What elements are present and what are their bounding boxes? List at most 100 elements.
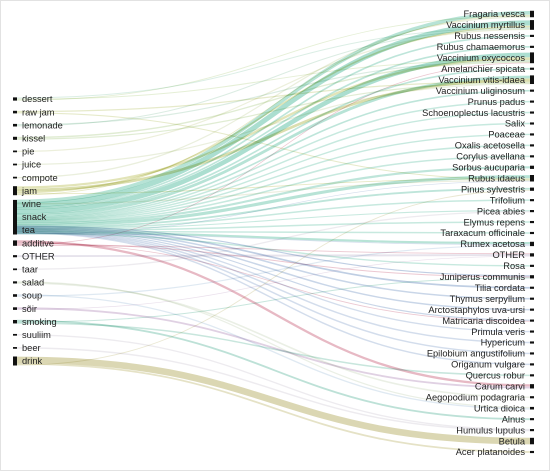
node-right-corylus-avellana — [530, 155, 534, 158]
label-right-thymus-serpyllum: Thymus serpyllum — [450, 294, 526, 304]
flow-raw-jam-to-idaeus — [16, 112, 531, 181]
label-left-suuliim: suuliim — [22, 330, 51, 340]
node-left-smoking — [13, 319, 17, 324]
node-right-vaccinium-myrtillus — [530, 20, 534, 30]
flow-taar-to-picea — [16, 211, 531, 270]
label-right-rumex-acetosa: Rumex acetosa — [460, 239, 525, 249]
label-right-vaccinium-uliginosum: Vaccinium uliginosum — [436, 86, 525, 96]
node-right-amelanchier-spicata — [530, 67, 534, 70]
label-left-salad: salad — [22, 278, 44, 288]
node-left-dessert — [13, 97, 17, 101]
flow-snack-to-chamaemorus — [16, 46, 531, 210]
label-right-rosa: Rosa — [503, 261, 526, 271]
label-left-additive: additive — [22, 238, 54, 248]
flow-drink-to-pinus — [16, 189, 531, 366]
flow-kissel-to-oxycoccos — [16, 61, 531, 139]
node-left-raw-jam — [13, 110, 17, 114]
label-right-rubus-nessensis: Rubus nessensis — [454, 31, 525, 41]
label-right-schoenoplectus-lacustris: Schoenoplectus lacustris — [422, 108, 525, 118]
node-left-tea — [13, 225, 17, 235]
flow-tea-to-hypericum — [16, 230, 531, 344]
label-left-raw-jam: raw jam — [22, 107, 55, 117]
flow-snack-to-prunus — [16, 100, 531, 220]
label-right-vaccinium-myrtillus: Vaccinium myrtillus — [446, 20, 525, 30]
flow-lemonade-to-myrtillus — [16, 28, 531, 127]
label-right-carum-carvi: Carum carvi — [475, 382, 525, 392]
node-right-vaccinium-vitis-idaea — [530, 75, 534, 85]
node-right-aegopodium-podagraria — [530, 396, 534, 399]
label-left-jam: jam — [21, 186, 37, 196]
node-right-poaceae — [530, 133, 534, 136]
label-left-taar: taar — [22, 265, 38, 275]
label-right-trifolium: Trifolium — [490, 195, 526, 205]
label-right-tilia-cordata: Tilia cordata — [475, 283, 526, 293]
label-right-amelanchier-spicata: Amelanchier spicata — [441, 64, 526, 74]
flow-compote-to-fragaria — [16, 16, 531, 179]
node-right-rubus-nessensis — [530, 34, 534, 37]
node-right-epilobium-angustifolium — [530, 352, 534, 355]
node-right-rumex-acetosa — [530, 241, 534, 247]
label-right-primula-veris: Primula veris — [471, 327, 525, 337]
label-left-other: OTHER — [22, 251, 55, 261]
node-right-elymus-repens — [530, 220, 534, 224]
label-left-kissel: kissel — [22, 134, 45, 144]
label-right-sorbus-aucuparia: Sorbus aucuparia — [452, 163, 526, 173]
label-right-vaccinium-vitis-idaea: Vaccinium vitis-idaea — [438, 75, 525, 85]
label-left-beer: beer — [22, 343, 41, 353]
label-right-other: OTHER — [492, 250, 525, 260]
node-right-tilia-cordata — [530, 286, 534, 289]
node-right-taraxacum-officinale — [530, 231, 534, 235]
label-right-salix: Salix — [505, 119, 526, 129]
flow-smoking-to-juniperus — [16, 277, 531, 323]
flow-additive-to-juniperus — [16, 243, 531, 278]
node-layer — [13, 10, 534, 454]
node-right-carum-carvi — [530, 384, 534, 389]
node-right-alnus — [530, 418, 534, 421]
node-right-betula — [530, 437, 534, 445]
flow-wine-to-idaeus — [16, 179, 531, 205]
node-right-prunus-padus — [530, 100, 534, 103]
flow-snack-to-corylus — [16, 155, 531, 224]
flow-tea-to-juniperus — [16, 225, 531, 277]
node-left-suuliim — [13, 333, 17, 336]
label-left-smoking: smoking — [22, 317, 57, 327]
flow-snack-to-uliginosum — [16, 89, 531, 219]
label-right-poaceae: Poaceae — [488, 130, 525, 140]
flow-tea-to-primula — [16, 229, 531, 333]
flow-snack-to-sorbus — [16, 166, 531, 225]
label-right-pinus-sylvestris: Pinus sylvestris — [461, 184, 525, 194]
node-right-other — [530, 253, 534, 257]
flow-snack-to-oxalis — [16, 144, 531, 223]
flow-soup-to-urtica — [16, 294, 531, 410]
label-right-fragaria-vesca: Fragaria vesca — [464, 9, 526, 19]
label-right-acer-platanoides: Acer platanoides — [456, 447, 526, 457]
flow-suuliim-to-humulus — [16, 334, 531, 431]
node-right-rubus-chamaemorus — [530, 45, 534, 48]
node-right-rubus-idaeus — [530, 175, 534, 182]
label-right-alnus: Alnus — [502, 414, 526, 424]
flow-snack-to-myrtillus — [16, 20, 531, 208]
label-left-juice: juice — [21, 160, 41, 170]
flow-beer-to-humulus — [16, 347, 531, 432]
node-right-hypericum — [530, 341, 534, 344]
node-right-sorbus-aucuparia — [530, 165, 534, 169]
node-right-matricaria-discoidea — [530, 319, 534, 322]
node-left-compote — [13, 176, 17, 179]
node-right-thymus-serpyllum — [530, 297, 534, 300]
flow-dessert-to-fragaria — [16, 15, 531, 101]
flow-tea-to-arctostaphylos — [16, 228, 531, 311]
node-left-s-ir — [13, 307, 17, 310]
node-left-jam — [13, 186, 17, 196]
flow-smoking-to-quercus — [16, 322, 531, 377]
node-right-schoenoplectus-lacustris — [530, 111, 534, 114]
flow-snack-to-trifolium — [16, 199, 531, 230]
node-left-drink — [13, 356, 17, 366]
flow-jam-to-idaeus — [16, 178, 531, 195]
label-right-humulus-lupulus: Humulus lupulus — [456, 425, 525, 435]
node-right-pinus-sylvestris — [530, 187, 534, 191]
node-left-snack — [13, 199, 17, 234]
flow-snack-to-fragaria — [16, 11, 531, 204]
label-left-dessert: dessert — [22, 94, 53, 104]
label-right-elymus-repens: Elymus repens — [464, 217, 526, 227]
label-left-compote: compote — [22, 173, 58, 183]
